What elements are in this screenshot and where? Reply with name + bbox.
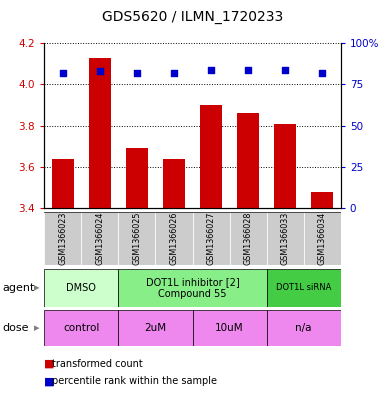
Bar: [192, 212, 229, 265]
Bar: [274, 124, 296, 208]
Bar: [52, 159, 74, 208]
Bar: [192, 310, 267, 346]
Bar: [200, 105, 222, 208]
Bar: [267, 310, 341, 346]
Bar: [44, 310, 119, 346]
Bar: [267, 269, 341, 307]
Bar: [44, 212, 81, 265]
Text: n/a: n/a: [295, 323, 312, 333]
Text: GSM1366025: GSM1366025: [132, 212, 141, 266]
Point: [282, 66, 288, 73]
Text: agent: agent: [2, 283, 34, 293]
Text: GSM1366023: GSM1366023: [58, 212, 67, 265]
Bar: [89, 58, 111, 208]
Text: dose: dose: [2, 323, 28, 333]
Text: 2uM: 2uM: [144, 323, 166, 333]
Text: DMSO: DMSO: [66, 283, 96, 293]
Text: GDS5620 / ILMN_1720233: GDS5620 / ILMN_1720233: [102, 10, 283, 24]
Point: [171, 70, 177, 76]
Text: GSM1366034: GSM1366034: [318, 212, 327, 265]
Text: GSM1366027: GSM1366027: [206, 212, 216, 266]
Bar: [81, 212, 119, 265]
Text: transformed count: transformed count: [52, 358, 143, 369]
Bar: [119, 212, 156, 265]
Bar: [44, 269, 119, 307]
Text: DOT1L siRNA: DOT1L siRNA: [276, 283, 331, 292]
Text: GSM1366024: GSM1366024: [95, 212, 104, 265]
Text: DOT1L inhibitor [2]
Compound 55: DOT1L inhibitor [2] Compound 55: [146, 277, 239, 299]
Bar: [163, 159, 185, 208]
Bar: [267, 212, 304, 265]
Point: [60, 70, 66, 76]
Bar: [229, 212, 266, 265]
Text: GSM1366033: GSM1366033: [281, 212, 290, 265]
Bar: [119, 269, 267, 307]
Bar: [237, 114, 259, 208]
Bar: [119, 310, 192, 346]
Text: ■: ■: [44, 358, 55, 369]
Point: [97, 68, 103, 74]
Point: [319, 70, 325, 76]
Point: [208, 66, 214, 73]
Text: control: control: [63, 323, 99, 333]
Bar: [304, 212, 341, 265]
Bar: [311, 192, 333, 208]
Text: GSM1366026: GSM1366026: [169, 212, 179, 265]
Text: 10uM: 10uM: [215, 323, 244, 333]
Text: percentile rank within the sample: percentile rank within the sample: [52, 376, 217, 386]
Text: GSM1366028: GSM1366028: [244, 212, 253, 265]
Bar: [156, 212, 192, 265]
Point: [245, 66, 251, 73]
Point: [134, 70, 140, 76]
Text: ■: ■: [44, 376, 55, 386]
Bar: [126, 149, 148, 208]
